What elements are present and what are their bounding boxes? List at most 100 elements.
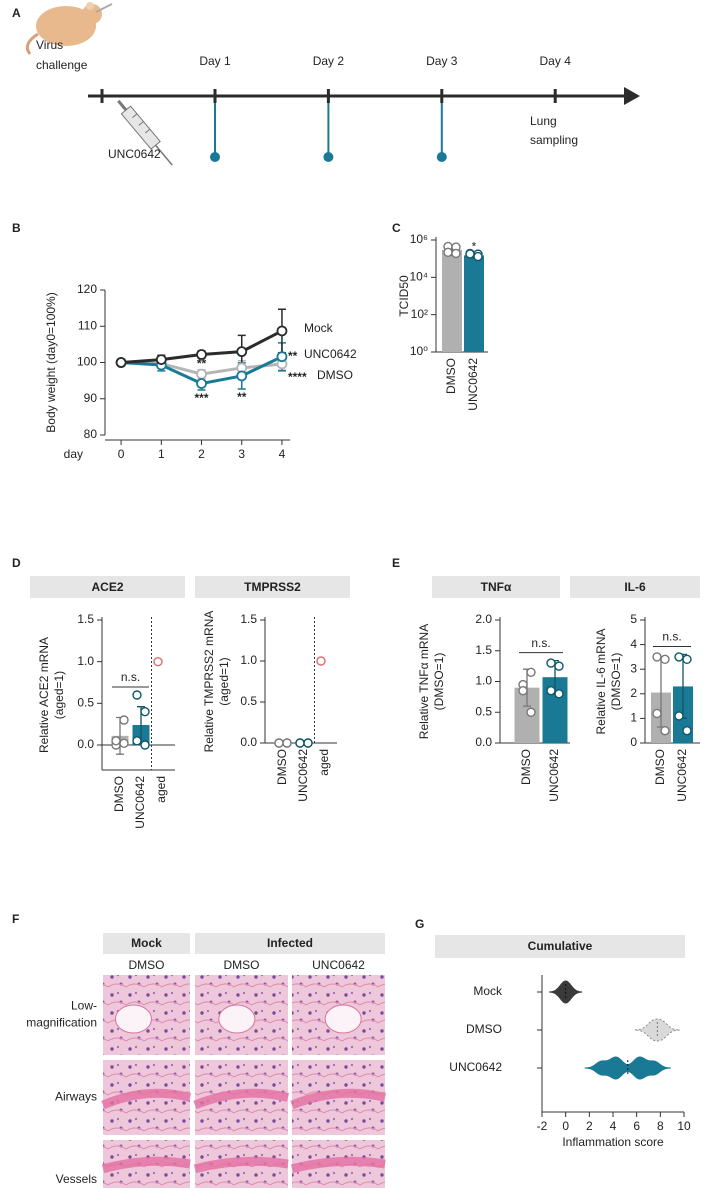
data-point bbox=[652, 708, 662, 719]
bracket-label: n.s. bbox=[531, 636, 550, 650]
bar bbox=[442, 249, 462, 352]
y-tick-label: 1.5 bbox=[475, 643, 492, 657]
sampling-label: Lung bbox=[530, 114, 557, 128]
y-tick-label: 1.0 bbox=[475, 674, 492, 688]
x-tick-label: 2 bbox=[198, 447, 205, 461]
y-tick-label: 0.5 bbox=[475, 704, 492, 718]
row-label: magnification bbox=[26, 1016, 97, 1030]
group-label: Mock bbox=[131, 936, 162, 950]
data-point bbox=[196, 368, 207, 380]
data-point bbox=[236, 370, 248, 382]
y-tick-label: 5 bbox=[630, 612, 637, 626]
tissue-band bbox=[101, 1156, 191, 1174]
y-tick-label: 4 bbox=[630, 637, 637, 651]
data-point bbox=[465, 249, 475, 259]
series-label: UNC0642 bbox=[304, 347, 357, 361]
challenge-label: challenge bbox=[36, 58, 88, 72]
facet-title: IL-6 bbox=[624, 580, 646, 594]
y-tick-label: 0.5 bbox=[77, 696, 94, 710]
day-label: Day 2 bbox=[313, 54, 345, 68]
y-tick-label: 110 bbox=[78, 318, 97, 332]
y-tick-label: 2 bbox=[630, 686, 637, 700]
data-point bbox=[132, 736, 142, 746]
series-label: Mock bbox=[304, 321, 334, 335]
bracket-label: n.s. bbox=[662, 630, 681, 644]
day-label: Day 1 bbox=[199, 54, 231, 68]
y-tick-label: 10² bbox=[411, 307, 428, 321]
data-point bbox=[660, 726, 670, 736]
x-tick-label: DMSO bbox=[275, 749, 289, 785]
y-axis-title: Body weight (day0=100%) bbox=[44, 292, 58, 432]
data-point bbox=[682, 654, 692, 665]
group-header bbox=[103, 933, 190, 954]
treatment-lines bbox=[210, 96, 447, 162]
x-tick-label: 0 bbox=[562, 1119, 569, 1133]
significance: *** bbox=[195, 391, 209, 405]
day-label: Day 3 bbox=[426, 54, 458, 68]
data-point bbox=[674, 652, 684, 662]
x-tick-label: 2 bbox=[586, 1119, 593, 1133]
facet-box bbox=[195, 576, 350, 598]
panel-label: B bbox=[12, 221, 21, 235]
mouse-icon bbox=[25, 2, 113, 55]
x-tick-label: 1 bbox=[158, 447, 165, 461]
panel-label: F bbox=[12, 912, 19, 926]
x-tick-label: UNC0642 bbox=[547, 749, 561, 802]
x-tick-label: UNC0642 bbox=[133, 776, 147, 829]
y-tick-label: 120 bbox=[77, 282, 97, 296]
significance: ** bbox=[288, 349, 298, 363]
data-point bbox=[295, 738, 305, 748]
data-point bbox=[303, 738, 313, 748]
data-point bbox=[236, 346, 248, 358]
data-point bbox=[554, 661, 564, 671]
y-tick-label: 90 bbox=[84, 391, 98, 405]
x-axis-title: day bbox=[64, 447, 83, 461]
x-tick-label: DMSO bbox=[653, 749, 667, 785]
data-point bbox=[274, 738, 284, 748]
y-tick-label: Mock bbox=[473, 984, 503, 998]
data-point bbox=[276, 325, 288, 337]
data-point bbox=[473, 251, 483, 262]
timeline-arrow bbox=[624, 87, 640, 105]
significance: * bbox=[239, 350, 244, 364]
panel-label: A bbox=[12, 6, 21, 20]
tissue-band bbox=[193, 1088, 290, 1110]
x-tick-label: 3 bbox=[238, 447, 245, 461]
tissue-band bbox=[101, 1088, 192, 1110]
x-axis-title: Inflammation score bbox=[562, 1135, 664, 1149]
data-point bbox=[554, 689, 564, 699]
sampling-label: sampling bbox=[530, 133, 578, 147]
y-axis-title: (aged=1) bbox=[52, 671, 66, 719]
facet-title: Cumulative bbox=[528, 939, 593, 953]
y-axis-title: (DMSO=1) bbox=[609, 653, 623, 711]
day-label: Day 4 bbox=[540, 54, 572, 68]
significance: **** bbox=[288, 370, 307, 384]
lumen bbox=[324, 1004, 362, 1034]
data-point bbox=[140, 740, 150, 750]
x-tick-label: aged bbox=[317, 749, 331, 776]
x-tick-label: 10 bbox=[677, 1119, 691, 1133]
panel-label: D bbox=[12, 556, 21, 570]
data-point bbox=[132, 690, 142, 700]
facet-title: TMPRSS2 bbox=[244, 580, 301, 594]
group-label: Infected bbox=[267, 936, 313, 950]
facet-box bbox=[435, 935, 685, 958]
data-point bbox=[518, 686, 528, 696]
y-tick-label: UNC0642 bbox=[449, 1060, 502, 1074]
x-tick-label: aged bbox=[154, 776, 168, 803]
y-tick-label: 1.5 bbox=[240, 612, 257, 626]
challenge-label: Virus bbox=[36, 38, 63, 52]
facet-box bbox=[30, 576, 185, 598]
data-point bbox=[276, 351, 288, 363]
x-tick-label: DMSO bbox=[519, 749, 533, 785]
y-tick-label: 80 bbox=[84, 427, 98, 441]
syringe-icon bbox=[117, 99, 173, 166]
column-label: DMSO bbox=[129, 958, 165, 972]
y-axis-title: (aged=1) bbox=[217, 657, 231, 705]
data-point bbox=[682, 726, 692, 736]
data-point bbox=[546, 658, 556, 668]
row-label: Low- bbox=[71, 999, 97, 1013]
y-axis-title: Relative IL-6 mRNA bbox=[594, 628, 608, 734]
data-point bbox=[526, 667, 536, 677]
